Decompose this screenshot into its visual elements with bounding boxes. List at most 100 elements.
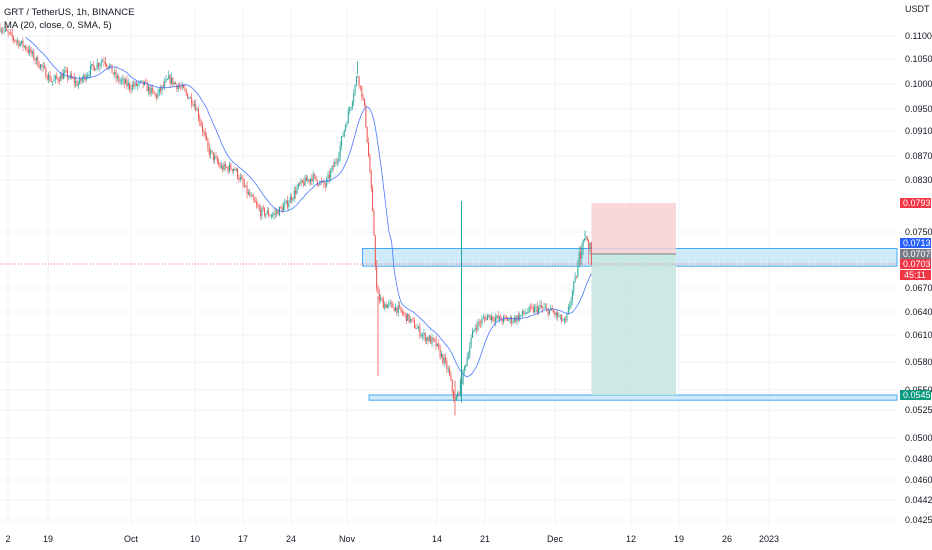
candle-body: [489, 314, 491, 320]
candle-body: [206, 135, 208, 140]
candle-body: [218, 162, 220, 165]
candle-body: [145, 81, 147, 83]
candle-body: [312, 174, 314, 182]
candle-body: [551, 308, 553, 312]
symbol-title[interactable]: GRT / TetherUS, 1h, BINANCE: [4, 7, 135, 18]
candle-body: [467, 355, 469, 358]
candle-body: [134, 82, 136, 87]
candle-body: [227, 167, 229, 172]
candle-body: [80, 78, 82, 81]
candle-body: [216, 157, 218, 163]
candle-body: [34, 59, 36, 61]
candle-body: [571, 291, 573, 301]
candle-body: [112, 72, 114, 75]
candle-body: [75, 80, 77, 83]
candle-body: [301, 180, 303, 183]
zone-rect-2[interactable]: [368, 394, 898, 401]
candle-body: [261, 207, 263, 217]
candle-body: [42, 66, 44, 67]
candle-body: [154, 93, 156, 95]
indicator-label[interactable]: MA (20, close, 0, SMA, 5): [4, 20, 112, 31]
candle-body: [358, 76, 360, 86]
time-tick-label: 2023: [759, 534, 779, 544]
time-axis[interactable]: 2 19 Oct 10 17 24 Nov 14 21 Dec 12 19 26 2023: [5, 534, 779, 544]
price-axis[interactable]: 0.1100 0.1050 0.1000 0.0950 0.0910 0.0870 0.08…: [905, 31, 932, 525]
candle-body: [211, 150, 213, 153]
candle-body: [96, 63, 98, 69]
price-tick-label: 0.0442: [905, 495, 932, 505]
candle-body: [482, 317, 484, 319]
candle-body: [37, 57, 39, 67]
candle-body: [544, 307, 546, 309]
candle-body: [569, 305, 571, 308]
candle-body: [504, 316, 506, 318]
candle-body: [8, 32, 10, 34]
candle-body: [135, 82, 137, 86]
candle-body: [561, 314, 563, 321]
candle-body: [7, 31, 9, 33]
candle-body: [543, 307, 545, 309]
candle-body: [508, 319, 510, 321]
candle-body: [52, 81, 54, 82]
candle-body: [553, 311, 554, 313]
price-tick-label: 0.0580: [905, 357, 932, 367]
candle-body: [38, 66, 40, 68]
candle-body: [210, 150, 212, 155]
candle-body: [418, 326, 419, 329]
candle-body: [395, 306, 397, 312]
candle-body: [56, 75, 58, 79]
candle-body: [73, 77, 75, 83]
candle-body: [149, 86, 151, 94]
candle-body: [131, 84, 133, 90]
candle-body: [453, 391, 455, 399]
candle-body: [581, 245, 583, 259]
candle-body: [150, 87, 152, 94]
candle-body: [439, 347, 441, 358]
candle-body: [123, 78, 125, 84]
candle-body: [127, 83, 129, 87]
candle-body: [107, 66, 109, 69]
candle-body: [472, 331, 473, 338]
price-tick-label: 0.0830: [905, 175, 932, 185]
candle-body: [272, 214, 274, 216]
price-tick-label: 0.0610: [905, 330, 932, 340]
candle-body: [357, 76, 359, 78]
candle-body: [538, 307, 540, 313]
candle-body: [260, 209, 262, 217]
candle-body: [246, 185, 248, 195]
candle-body: [133, 84, 135, 87]
candle-body: [214, 156, 216, 161]
candle-body: [494, 317, 496, 322]
candle-body: [546, 307, 548, 309]
candle-body: [405, 313, 407, 321]
candle-body: [224, 163, 226, 167]
candle-body: [496, 315, 498, 318]
candle-body: [104, 61, 106, 65]
candle-body: [189, 97, 191, 99]
price-tag-bg: [900, 390, 931, 400]
candle-body: [586, 236, 588, 241]
candle-body: [160, 88, 162, 91]
price-tick-label: 0.0525: [905, 405, 932, 415]
candle-body: [191, 97, 193, 105]
candle-body: [412, 319, 414, 321]
candle-body: [203, 131, 205, 132]
candle-body: [409, 319, 411, 322]
candle-body: [195, 104, 197, 111]
candle-body: [407, 313, 409, 321]
short-position-tool[interactable]: [591, 203, 677, 395]
candle-body: [138, 81, 140, 85]
candle-body: [179, 86, 181, 88]
candle-body: [584, 238, 586, 241]
candle-body: [219, 164, 221, 168]
time-tick-label: Nov: [339, 534, 356, 544]
candle-body: [61, 74, 63, 80]
candle-body: [48, 74, 50, 80]
candle-body: [416, 328, 418, 329]
candle-body: [72, 77, 74, 79]
candle-body: [345, 125, 347, 130]
candle-body: [157, 92, 159, 98]
candle-body: [162, 85, 164, 87]
chart-overlay-lines: [0, 201, 897, 403]
